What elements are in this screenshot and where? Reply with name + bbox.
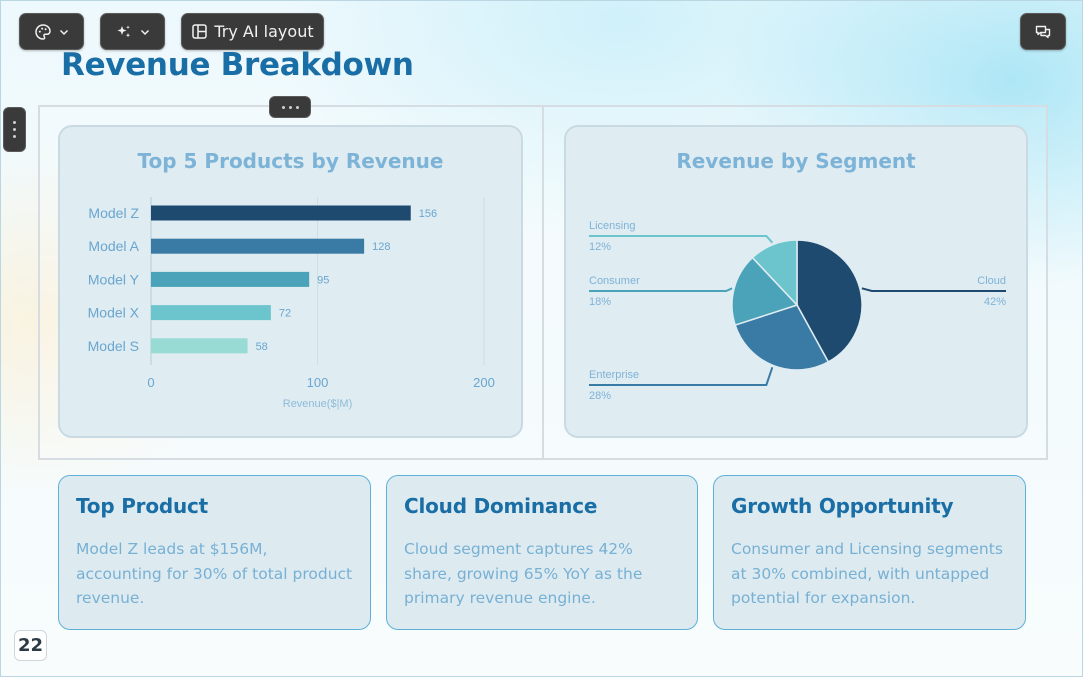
- comments-icon: [1034, 23, 1052, 41]
- pie-label: Cloud: [977, 275, 1006, 287]
- info-card-cloud-dominance[interactable]: Cloud Dominance Cloud segment captures 4…: [386, 475, 698, 630]
- pie-label: Enterprise: [589, 369, 639, 381]
- pie-leader-line: [861, 287, 1006, 292]
- card-body: Model Z leads at $156M, accounting for 3…: [76, 540, 353, 607]
- bar-value-label: 58: [256, 341, 268, 353]
- bar: [151, 205, 411, 221]
- pie-chart-title: Revenue by Segment: [676, 149, 916, 173]
- slide-title[interactable]: Revenue Breakdown: [61, 47, 414, 83]
- bar: [151, 238, 365, 254]
- bar-chart-title: Top 5 Products by Revenue: [137, 149, 444, 173]
- pie-leader-line: [589, 366, 774, 386]
- bar: [151, 338, 248, 354]
- layout-icon: [191, 23, 208, 40]
- x-axis-title: Revenue($|M): [283, 398, 353, 410]
- chevron-down-icon: [139, 26, 151, 38]
- pie-percent-label: 42%: [984, 296, 1006, 308]
- chevron-down-icon: [58, 26, 70, 38]
- pie-percent-label: 12%: [589, 241, 611, 253]
- card-body: Consumer and Licensing segments at 30% c…: [731, 540, 1003, 607]
- sparkle-icon: [115, 23, 133, 41]
- bar-category-label: Model Y: [88, 271, 140, 287]
- ai-menu-button[interactable]: [100, 13, 165, 50]
- page-number-badge[interactable]: 22: [14, 630, 47, 661]
- pie-slice: [796, 239, 863, 363]
- card-title: Cloud Dominance: [404, 494, 598, 518]
- pie-leader-line: [589, 235, 774, 244]
- bar-category-label: Model Z: [88, 205, 139, 221]
- pie-label: Consumer: [589, 275, 640, 287]
- bar-category-label: Model A: [88, 238, 139, 254]
- pie-leader-line: [589, 287, 733, 292]
- bar: [151, 305, 271, 321]
- x-tick-label: 100: [307, 375, 329, 390]
- info-card-growth-opportunity[interactable]: Growth Opportunity Consumer and Licensin…: [713, 475, 1026, 630]
- pie-percent-label: 28%: [589, 390, 611, 402]
- palette-icon: [34, 23, 52, 41]
- theme-menu-button[interactable]: [19, 13, 84, 50]
- column-divider: [542, 107, 544, 458]
- bar-chart: Model Z 156 Model A 128 Model Y 95 Model X 72 Mo…: [88, 197, 495, 410]
- comments-button[interactable]: [1020, 13, 1066, 50]
- bar-chart-card[interactable]: Top 5 Products by Revenue Model Z 156 Mode…: [58, 125, 523, 438]
- bar-value-label: 128: [372, 241, 390, 253]
- pie-slice: [751, 239, 798, 307]
- pie-slice: [731, 256, 799, 327]
- pie-percent-label: 18%: [589, 296, 611, 308]
- pie-chart: Cloud 42% Enterprise 28% Consumer 18% Licensin…: [589, 220, 1006, 402]
- bar: [151, 271, 310, 287]
- try-ai-layout-label: Try AI layout: [214, 22, 314, 41]
- block-drag-handle[interactable]: [3, 107, 26, 152]
- x-tick-label: 200: [473, 375, 495, 390]
- bar-value-label: 72: [279, 308, 291, 320]
- bar-value-label: 95: [317, 274, 329, 286]
- bar-category-label: Model X: [88, 305, 140, 321]
- x-tick-label: 0: [147, 375, 154, 390]
- pie-chart-card[interactable]: Revenue by Segment Cloud 42% Enterprise 28%…: [564, 125, 1028, 438]
- card-body: Cloud segment captures 42% share, growin…: [404, 540, 643, 607]
- info-card-top-product[interactable]: Top Product Model Z leads at $156M, acco…: [58, 475, 371, 630]
- pie-label: Licensing: [589, 220, 635, 232]
- card-title: Growth Opportunity: [731, 494, 954, 518]
- try-ai-layout-button[interactable]: Try AI layout: [181, 13, 324, 50]
- bar-category-label: Model S: [88, 338, 139, 354]
- column-drag-handle[interactable]: [269, 96, 311, 118]
- pie-slice: [734, 304, 830, 371]
- card-title: Top Product: [76, 494, 209, 518]
- bar-value-label: 156: [419, 208, 437, 220]
